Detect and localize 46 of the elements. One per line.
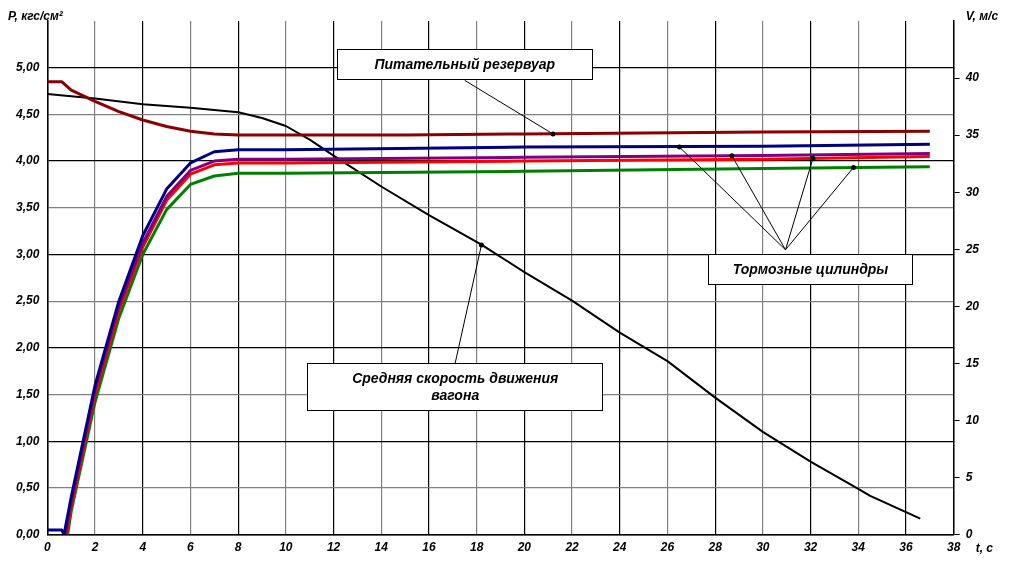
x-tick-label: 10 [279, 540, 293, 555]
y-tick-label: 0,50 [16, 480, 40, 495]
y2-tick-label: 10 [965, 412, 980, 427]
callout-box: Тормозные цилиндры [708, 253, 914, 285]
y-tick-label: 5,00 [16, 60, 40, 74]
x-tick-label: 38 [946, 540, 961, 555]
x-tick-label: 24 [612, 540, 627, 555]
x-tick-label: 32 [803, 540, 818, 555]
callout-box: Средняя скорость движения вагона [307, 363, 604, 412]
x-tick-label: 30 [756, 540, 770, 555]
y-tick-label: 2,50 [15, 293, 40, 308]
x-tick-label: 8 [234, 540, 242, 555]
y-tick-label: 3,50 [16, 200, 40, 215]
x-tick-label: 12 [326, 540, 341, 555]
x-tick-label: 0 [44, 540, 52, 555]
y2-tick-label: 15 [965, 355, 980, 370]
x-tick-label: 18 [469, 540, 484, 555]
x-tick-label: 26 [659, 540, 675, 555]
y2-tick-label: 5 [965, 469, 973, 484]
x-tick-label: 34 [851, 540, 866, 555]
callout-box: Питательный резервуар [336, 49, 593, 81]
x-tick-label: 6 [187, 540, 195, 555]
y2-tick-label: 40 [964, 70, 980, 85]
y-tick-label: 0,00 [16, 526, 40, 541]
x-tick-label: 20 [516, 540, 532, 555]
x-tick-label: 14 [374, 540, 389, 555]
x-tick-label: 4 [138, 540, 147, 555]
y-axis-title: P, кгс/см² [8, 9, 64, 24]
x-tick-label: 16 [422, 540, 436, 555]
y2-tick-label: 25 [964, 241, 980, 256]
y-tick-label: 2,00 [15, 340, 40, 355]
y2-tick-label: 0 [965, 526, 973, 541]
y-tick-label: 4,50 [15, 106, 40, 121]
y2-axis-title: V, м/с [965, 9, 999, 24]
x-tick-label: 28 [707, 540, 723, 555]
y2-tick-label: 20 [964, 298, 980, 313]
y-tick-label: 1,50 [16, 386, 40, 401]
y2-tick-label: 35 [965, 127, 980, 142]
x-axis-title: t, с [975, 540, 994, 555]
x-tick-label: 2 [90, 540, 99, 555]
y-tick-label: 1,00 [16, 433, 40, 448]
y-tick-label: 3,00 [16, 246, 40, 261]
x-tick-label: 36 [899, 540, 913, 555]
y2-tick-label: 30 [965, 184, 980, 199]
y-tick-label: 4,00 [15, 153, 40, 168]
x-tick-label: 22 [564, 540, 580, 555]
